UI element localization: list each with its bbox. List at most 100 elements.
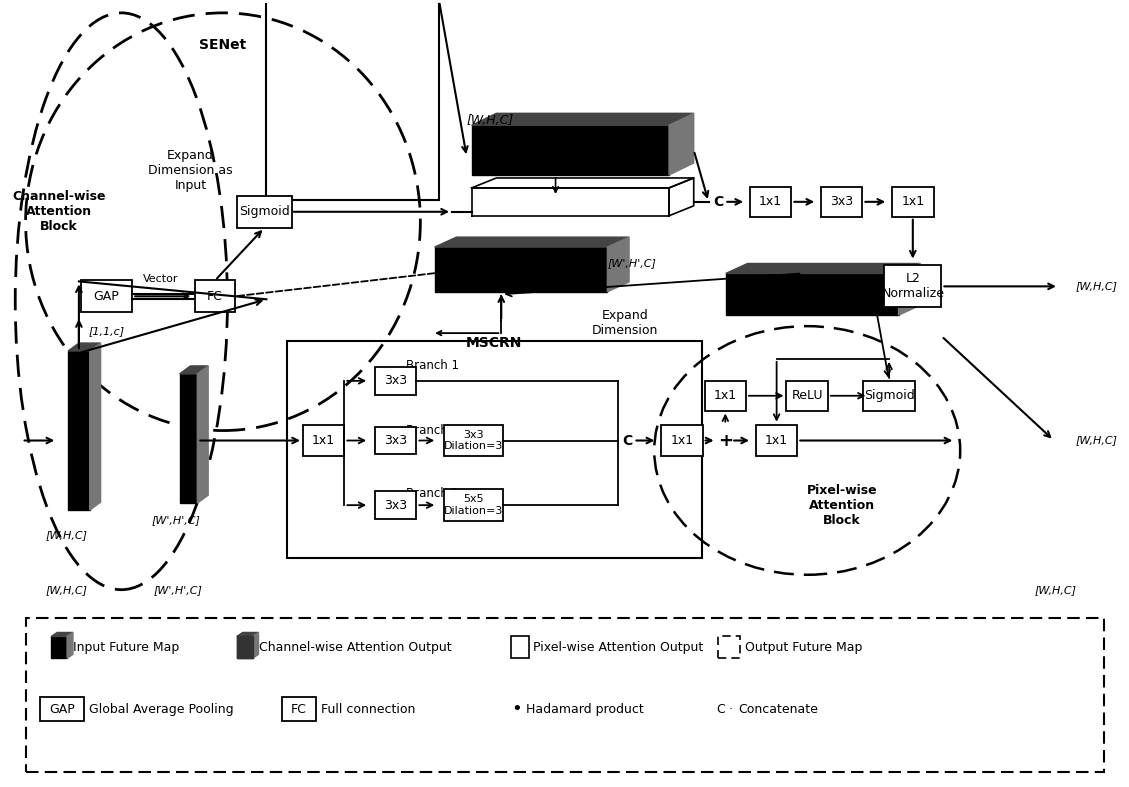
Text: SENet: SENet xyxy=(200,38,246,52)
Polygon shape xyxy=(435,237,629,247)
Polygon shape xyxy=(68,343,100,351)
Text: 1x1: 1x1 xyxy=(759,195,782,209)
Text: [W',H',1]: [W',H',1] xyxy=(728,279,777,290)
Text: Full connection: Full connection xyxy=(321,703,415,715)
Text: [W,H,C]: [W,H,C] xyxy=(1076,282,1118,291)
Text: 1x1: 1x1 xyxy=(714,390,737,402)
Text: C: C xyxy=(717,703,725,715)
Polygon shape xyxy=(51,633,73,637)
FancyBboxPatch shape xyxy=(237,196,291,227)
FancyBboxPatch shape xyxy=(750,187,791,216)
Text: ReLU: ReLU xyxy=(791,390,823,402)
FancyBboxPatch shape xyxy=(884,265,942,307)
Text: Channel-wise
Attention
Block: Channel-wise Attention Block xyxy=(12,190,106,233)
Text: [W,H,C]: [W,H,C] xyxy=(45,585,87,595)
Text: 3x3: 3x3 xyxy=(384,375,408,387)
Text: 3x3
Dilation=3: 3x3 Dilation=3 xyxy=(444,430,504,451)
Text: [1,1,c]: [1,1,c] xyxy=(88,326,124,336)
Text: C: C xyxy=(714,195,724,209)
Polygon shape xyxy=(180,366,208,374)
FancyBboxPatch shape xyxy=(81,280,132,312)
Polygon shape xyxy=(726,264,920,273)
Text: [W,H,C]: [W,H,C] xyxy=(45,530,87,540)
Text: [W,H,C]: [W,H,C] xyxy=(1034,585,1076,595)
Text: [W',H',C]: [W',H',C] xyxy=(152,515,201,525)
FancyBboxPatch shape xyxy=(444,425,504,456)
Text: [W',H',C]: [W',H',C] xyxy=(607,258,657,268)
FancyBboxPatch shape xyxy=(375,491,417,519)
Text: C: C xyxy=(622,434,632,448)
Text: 1x1: 1x1 xyxy=(901,195,925,209)
Text: 1x1: 1x1 xyxy=(312,434,335,447)
Text: FC: FC xyxy=(291,703,307,715)
Text: GAP: GAP xyxy=(50,703,75,715)
Text: L2
Normalize: L2 Normalize xyxy=(882,272,944,301)
Text: Sigmoid: Sigmoid xyxy=(864,390,914,402)
Bar xyxy=(266,1,439,200)
Text: Input Future Map: Input Future Map xyxy=(73,641,180,654)
Text: 3x3: 3x3 xyxy=(830,195,854,209)
Text: Hadamard product: Hadamard product xyxy=(526,703,644,715)
Text: 3x3: 3x3 xyxy=(384,499,408,512)
Text: Channel-wise Attention Output: Channel-wise Attention Output xyxy=(259,641,452,654)
Polygon shape xyxy=(253,633,259,658)
Text: Pixel-wise
Attention
Block: Pixel-wise Attention Block xyxy=(806,484,877,527)
Text: [W,H,C]: [W,H,C] xyxy=(466,114,514,127)
Polygon shape xyxy=(237,637,253,658)
Polygon shape xyxy=(51,637,67,658)
Polygon shape xyxy=(669,113,693,175)
FancyBboxPatch shape xyxy=(821,187,863,216)
FancyBboxPatch shape xyxy=(864,381,914,411)
Text: Expand
Dimension: Expand Dimension xyxy=(592,309,658,337)
FancyBboxPatch shape xyxy=(375,367,417,395)
FancyBboxPatch shape xyxy=(704,381,746,411)
Text: 5x5
Dilation=3: 5x5 Dilation=3 xyxy=(444,494,504,516)
Text: Branch 3: Branch 3 xyxy=(405,486,458,500)
FancyBboxPatch shape xyxy=(662,425,702,456)
Polygon shape xyxy=(89,343,100,510)
Polygon shape xyxy=(435,247,607,292)
FancyBboxPatch shape xyxy=(26,618,1104,772)
Bar xyxy=(287,341,701,558)
Polygon shape xyxy=(472,113,693,125)
FancyBboxPatch shape xyxy=(444,490,504,521)
FancyBboxPatch shape xyxy=(282,697,316,721)
Text: Expand
Dimension as
Input: Expand Dimension as Input xyxy=(148,149,233,191)
Polygon shape xyxy=(67,633,73,658)
Text: 1x1: 1x1 xyxy=(671,434,693,447)
Text: [W,H,C]: [W,H,C] xyxy=(1076,435,1118,445)
Polygon shape xyxy=(68,351,89,510)
Text: Global Average Pooling: Global Average Pooling xyxy=(89,703,234,715)
FancyBboxPatch shape xyxy=(303,425,344,456)
Text: 3x3: 3x3 xyxy=(384,434,408,447)
FancyBboxPatch shape xyxy=(375,427,417,454)
Text: Branch 2: Branch 2 xyxy=(405,424,458,437)
Text: MSCRN: MSCRN xyxy=(466,336,523,350)
Text: +: + xyxy=(718,431,733,449)
FancyBboxPatch shape xyxy=(892,187,934,216)
Text: 1x1: 1x1 xyxy=(765,434,788,447)
Polygon shape xyxy=(726,273,899,316)
Polygon shape xyxy=(237,637,253,658)
Polygon shape xyxy=(899,264,920,316)
Polygon shape xyxy=(607,237,629,292)
Polygon shape xyxy=(198,366,208,503)
FancyBboxPatch shape xyxy=(787,381,828,411)
Text: FC: FC xyxy=(207,290,224,303)
Text: Sigmoid: Sigmoid xyxy=(239,205,290,218)
Text: Output Future Map: Output Future Map xyxy=(745,641,863,654)
Text: •: • xyxy=(511,700,522,718)
FancyBboxPatch shape xyxy=(756,425,797,456)
Polygon shape xyxy=(237,633,259,637)
Text: Concatenate: Concatenate xyxy=(738,703,819,715)
Text: GAP: GAP xyxy=(94,290,120,303)
Polygon shape xyxy=(180,374,198,503)
Bar xyxy=(511,637,528,658)
Text: [W',H',C]: [W',H',C] xyxy=(154,585,203,595)
Text: Branch 1: Branch 1 xyxy=(405,360,458,372)
Polygon shape xyxy=(472,125,669,175)
FancyBboxPatch shape xyxy=(195,280,235,312)
Polygon shape xyxy=(472,188,669,216)
Text: ·: · xyxy=(728,703,733,715)
FancyBboxPatch shape xyxy=(40,697,85,721)
